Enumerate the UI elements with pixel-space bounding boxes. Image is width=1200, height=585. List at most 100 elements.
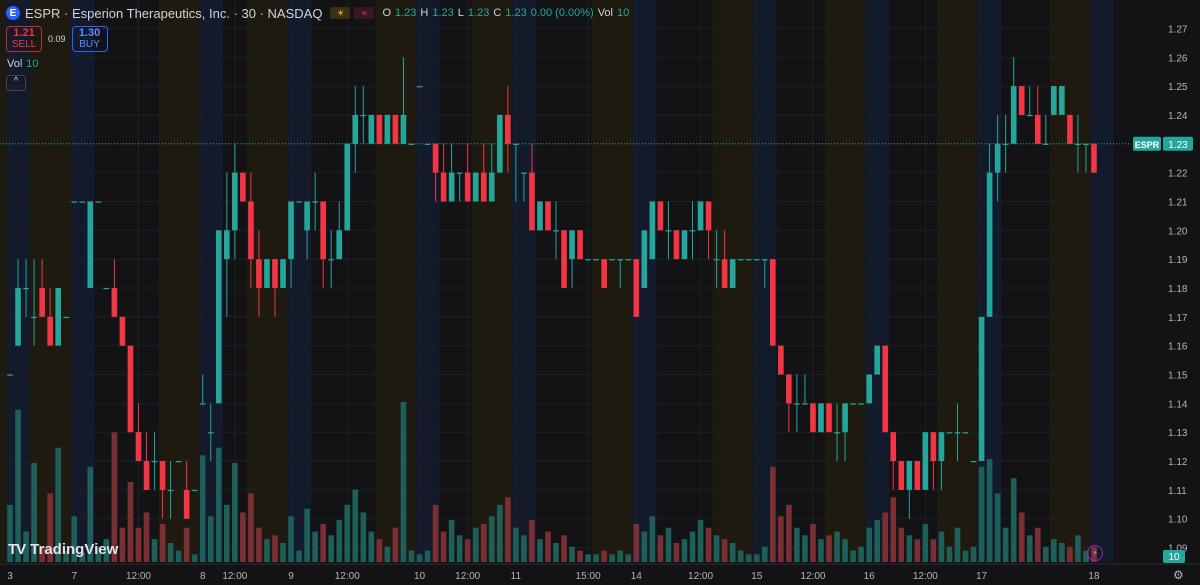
candle xyxy=(199,374,206,405)
candle xyxy=(810,403,816,433)
volume-bar xyxy=(681,539,688,562)
price-tick-label: 1.24 xyxy=(1168,111,1188,122)
candle-body xyxy=(1083,143,1089,145)
candle-body xyxy=(296,201,302,203)
volume-bar xyxy=(978,466,985,562)
tradingview-logo[interactable]: TV TradingView xyxy=(8,541,118,558)
volume-bar xyxy=(175,550,182,562)
candle-body xyxy=(392,114,399,144)
volume-bar xyxy=(248,493,254,562)
price-tick-label: 1.14 xyxy=(1168,399,1188,410)
volume-bar xyxy=(1026,535,1033,562)
candle xyxy=(71,201,78,203)
volume-bar xyxy=(15,409,21,562)
candle-body xyxy=(288,201,294,260)
candle xyxy=(737,259,744,261)
price-tick-label: 1.17 xyxy=(1168,313,1188,324)
gear-icon[interactable]: ⚙ xyxy=(1173,568,1184,582)
time-tick-label: 10 xyxy=(414,571,426,582)
time-axis[interactable]: 3 7 12:00 8 12:00 9 12:00 10 12:00 11 15:00 14 12:00… xyxy=(0,563,1200,582)
candle-body xyxy=(761,259,768,261)
low-label: L xyxy=(457,7,464,19)
candle-body xyxy=(1034,114,1041,144)
candle xyxy=(778,345,784,375)
volume-bar xyxy=(737,550,744,562)
sell-price: 1.21 xyxy=(13,27,35,39)
candle xyxy=(304,201,310,260)
candle xyxy=(7,374,13,376)
volume-bar xyxy=(488,516,495,562)
candle-body xyxy=(577,230,583,260)
symbol-title[interactable]: ESPR · Esperion Therapeutics, Inc. · 30 … xyxy=(25,5,323,21)
time-tick-label: 7 xyxy=(71,571,77,582)
volume-bar xyxy=(119,527,126,562)
volume-bar xyxy=(665,527,672,562)
volume-bar xyxy=(657,535,664,562)
volume-bar xyxy=(87,466,94,562)
data-problem-icon[interactable]: ≈ xyxy=(354,7,375,19)
candle xyxy=(561,230,567,288)
candle xyxy=(681,230,688,260)
symbol-tag-background xyxy=(1133,136,1161,151)
candle-body xyxy=(55,288,62,346)
volume-bar xyxy=(480,523,487,562)
volume-bar xyxy=(882,512,889,562)
volume-legend[interactable]: Vol 10 xyxy=(7,58,39,70)
sell-label: SELL xyxy=(11,39,37,50)
candle xyxy=(713,230,720,288)
candle xyxy=(842,403,848,462)
volume-bar xyxy=(240,512,246,562)
price-axis[interactable]: 1.27 1.26 1.25 1.24 1.23 1.22 1.21 1.20 1.19 1.18… xyxy=(1168,24,1188,554)
candle-body xyxy=(103,288,110,290)
market-status-icon[interactable]: ☀ xyxy=(330,7,351,19)
sell-button[interactable]: 1.21 SELL xyxy=(6,26,42,52)
volume-bar xyxy=(400,402,407,562)
candle xyxy=(63,316,70,319)
close-label: C xyxy=(493,7,502,19)
candle-body xyxy=(31,316,37,319)
candle xyxy=(922,432,929,490)
candle-body xyxy=(1018,86,1025,115)
price-tick-label: 1.16 xyxy=(1168,342,1188,353)
buy-button[interactable]: 1.30 BUY xyxy=(71,26,108,52)
collapse-legend-icon[interactable]: ^ xyxy=(6,75,26,91)
candle xyxy=(593,259,599,261)
volume-bar xyxy=(922,523,929,562)
price-tick-label: 1.22 xyxy=(1168,169,1188,180)
candle xyxy=(537,201,543,231)
candle xyxy=(1051,86,1057,115)
candle xyxy=(248,172,254,288)
volume-bar xyxy=(103,539,110,562)
candle xyxy=(15,259,21,346)
candle-body xyxy=(264,259,270,288)
high-label: H xyxy=(420,7,429,19)
candle-body xyxy=(368,114,375,144)
high-value: 1.23 xyxy=(432,7,454,19)
volume-bar xyxy=(778,516,784,562)
candle-body xyxy=(280,259,286,288)
bolt-icon[interactable]: ⚡ xyxy=(1087,545,1103,561)
candle xyxy=(609,259,616,261)
candle-body xyxy=(167,489,174,492)
volume-bar xyxy=(818,539,824,562)
time-tick-label: 3 xyxy=(7,571,13,582)
session-shade-post xyxy=(1049,0,1090,562)
symbol-logo-icon: E xyxy=(6,6,20,20)
candle-body xyxy=(569,230,575,260)
volume-bar xyxy=(585,554,591,562)
price-tick-label: 1.12 xyxy=(1168,457,1188,468)
candle-body xyxy=(930,432,937,462)
symbol-header[interactable]: E ESPR · Esperion Therapeutics, Inc. · 3… xyxy=(6,4,629,22)
candle-body xyxy=(448,172,455,202)
candle-body xyxy=(970,461,977,463)
volume-bar xyxy=(753,554,760,562)
candle xyxy=(95,201,102,203)
candle-body xyxy=(810,403,816,433)
candle-body xyxy=(713,259,720,261)
candle xyxy=(360,86,367,144)
candle xyxy=(223,172,230,317)
volume-bar xyxy=(625,554,632,562)
volume-bar xyxy=(360,512,367,562)
volume-bar xyxy=(954,527,961,562)
